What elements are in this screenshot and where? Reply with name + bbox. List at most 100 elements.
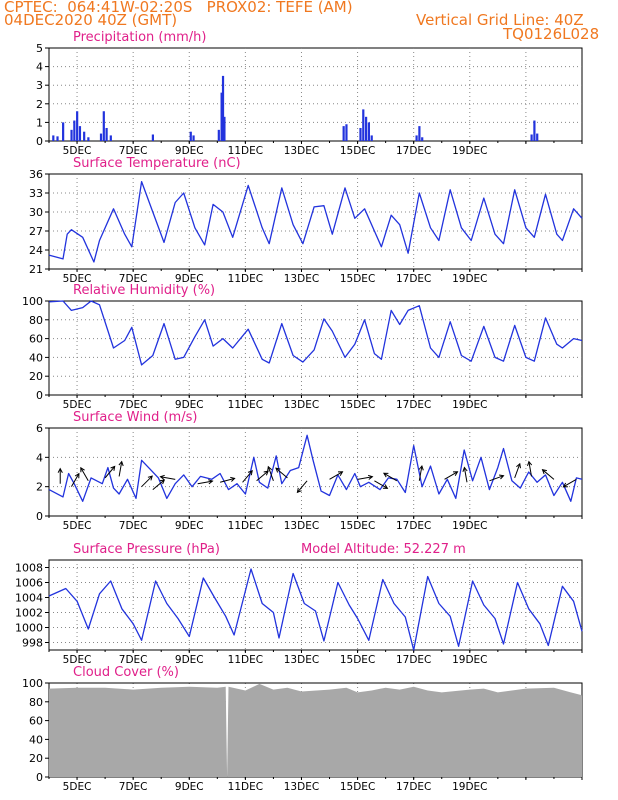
wind-arrow — [242, 470, 253, 483]
y-tick-label: 21 — [29, 263, 43, 276]
wind-arrow-head — [118, 460, 124, 467]
precipitation-bar — [217, 129, 220, 141]
wind-arrow — [197, 480, 213, 485]
precipitation-bar — [56, 136, 59, 141]
wind-arrow-head — [147, 475, 153, 481]
y-tick-label: 1006 — [15, 577, 43, 590]
y-tick-label: 1004 — [15, 592, 43, 605]
precipitation-bar — [359, 127, 362, 141]
y-tick-label: 4 — [36, 451, 43, 464]
wind-arrow — [152, 479, 165, 490]
precipitation-bar — [367, 122, 370, 141]
x-tick-label: 19DEC — [452, 654, 487, 666]
x-tick-label: 5DEC — [63, 399, 92, 411]
x-tick-label: 19DEC — [452, 520, 487, 532]
precipitation-bar — [530, 134, 533, 141]
x-tick-label: 11DEC — [228, 273, 263, 285]
x-tick-label: 11DEC — [228, 520, 263, 532]
precipitation-bar — [533, 120, 536, 141]
x-tick-label: 9DEC — [175, 520, 204, 532]
cloud-cover-area — [49, 683, 582, 777]
wind-arrow — [374, 480, 388, 489]
panel-title: Cloud Cover (%) — [73, 665, 179, 680]
wind-arrow-head — [516, 462, 521, 469]
precipitation-bar — [73, 120, 76, 141]
x-tick-label: 15DEC — [340, 654, 375, 666]
precipitation-bar — [70, 129, 73, 141]
wind-arrow — [514, 463, 521, 479]
y-tick-label: 1 — [36, 116, 43, 129]
wind-arrow-head — [562, 482, 568, 488]
x-tick-label: 9DEC — [175, 781, 204, 793]
wind-arrow-head — [110, 465, 116, 471]
header-line1: CPTEC: 064:41W-02:20S PROX02: TEFE (AM) — [4, 0, 353, 16]
wind-arrow — [357, 476, 373, 480]
wind-arrow — [71, 473, 80, 487]
series-line — [48, 300, 583, 366]
x-tick-label: 17DEC — [396, 399, 431, 411]
x-tick-label: 7DEC — [119, 520, 148, 532]
y-tick-label: 36 — [29, 168, 43, 181]
precipitation-bar — [421, 137, 424, 141]
x-tick-label: 17DEC — [396, 520, 431, 532]
wind-arrow-head — [296, 487, 302, 494]
precipitation-bar — [151, 134, 154, 141]
x-tick-label: 11DEC — [228, 654, 263, 666]
wind-arrow-head — [527, 460, 533, 467]
wind-arrow-head — [499, 474, 505, 480]
x-tick-label: 13DEC — [284, 145, 319, 157]
y-tick-label: 60 — [29, 715, 43, 728]
wind-arrow — [160, 476, 176, 480]
wind-arrow — [275, 467, 288, 479]
wind-arrow-head — [541, 469, 548, 475]
wind-arrow — [528, 461, 532, 477]
y-tick-label: 80 — [29, 696, 43, 709]
wind-arrow — [329, 471, 343, 480]
plot-frame — [48, 427, 583, 517]
x-tick-label: 19DEC — [452, 781, 487, 793]
series-line — [48, 568, 583, 651]
wind-arrow — [563, 478, 577, 488]
wind-arrow-head — [275, 467, 281, 473]
panel-title: Surface Temperature (nC) — [73, 156, 241, 171]
y-tick-label: 24 — [29, 244, 43, 257]
y-tick-label: 4 — [36, 61, 43, 74]
wind-arrow-head — [230, 476, 236, 482]
x-tick-label: 7DEC — [119, 781, 148, 793]
y-tick-label: 20 — [29, 752, 43, 765]
plot-frame — [48, 300, 583, 396]
x-tick-label: 17DEC — [396, 654, 431, 666]
precipitation-bar — [87, 137, 90, 141]
precipitation-bar — [105, 127, 108, 141]
precipitation-bar — [62, 122, 65, 141]
wind-arrow-head — [367, 474, 374, 480]
wind-arrow-head — [80, 466, 85, 473]
wind-arrow-head — [159, 479, 166, 485]
wind-arrow — [80, 467, 89, 482]
wind-arrow-head — [418, 464, 424, 471]
panel-title: Relative Humidity (%) — [73, 283, 215, 298]
wind-arrow-head — [462, 466, 468, 472]
precipitation-bar — [78, 126, 82, 141]
y-tick-label: 60 — [29, 333, 43, 346]
wind-arrow — [256, 470, 269, 482]
x-tick-label: 7DEC — [119, 654, 148, 666]
x-tick-label: 13DEC — [284, 273, 319, 285]
y-tick-label: 0 — [36, 510, 43, 523]
panel-title: Surface Wind (m/s) — [73, 410, 197, 425]
plot-frame — [48, 47, 583, 142]
wind-arrow — [267, 466, 274, 481]
x-tick-label: 9DEC — [175, 145, 204, 157]
y-tick-label: 27 — [29, 225, 43, 238]
y-tick-label: 100 — [22, 677, 43, 690]
x-tick-label: 5DEC — [63, 273, 92, 285]
plot-frame — [48, 173, 583, 270]
x-tick-label: 15DEC — [340, 399, 375, 411]
y-tick-label: 40 — [29, 351, 43, 364]
x-tick-label: 17DEC — [396, 273, 431, 285]
x-tick-label: 13DEC — [284, 781, 319, 793]
y-tick-label: 0 — [36, 135, 43, 148]
y-tick-label: 0 — [36, 389, 43, 402]
x-tick-label: 9DEC — [175, 273, 204, 285]
y-tick-label: 6 — [36, 422, 43, 435]
